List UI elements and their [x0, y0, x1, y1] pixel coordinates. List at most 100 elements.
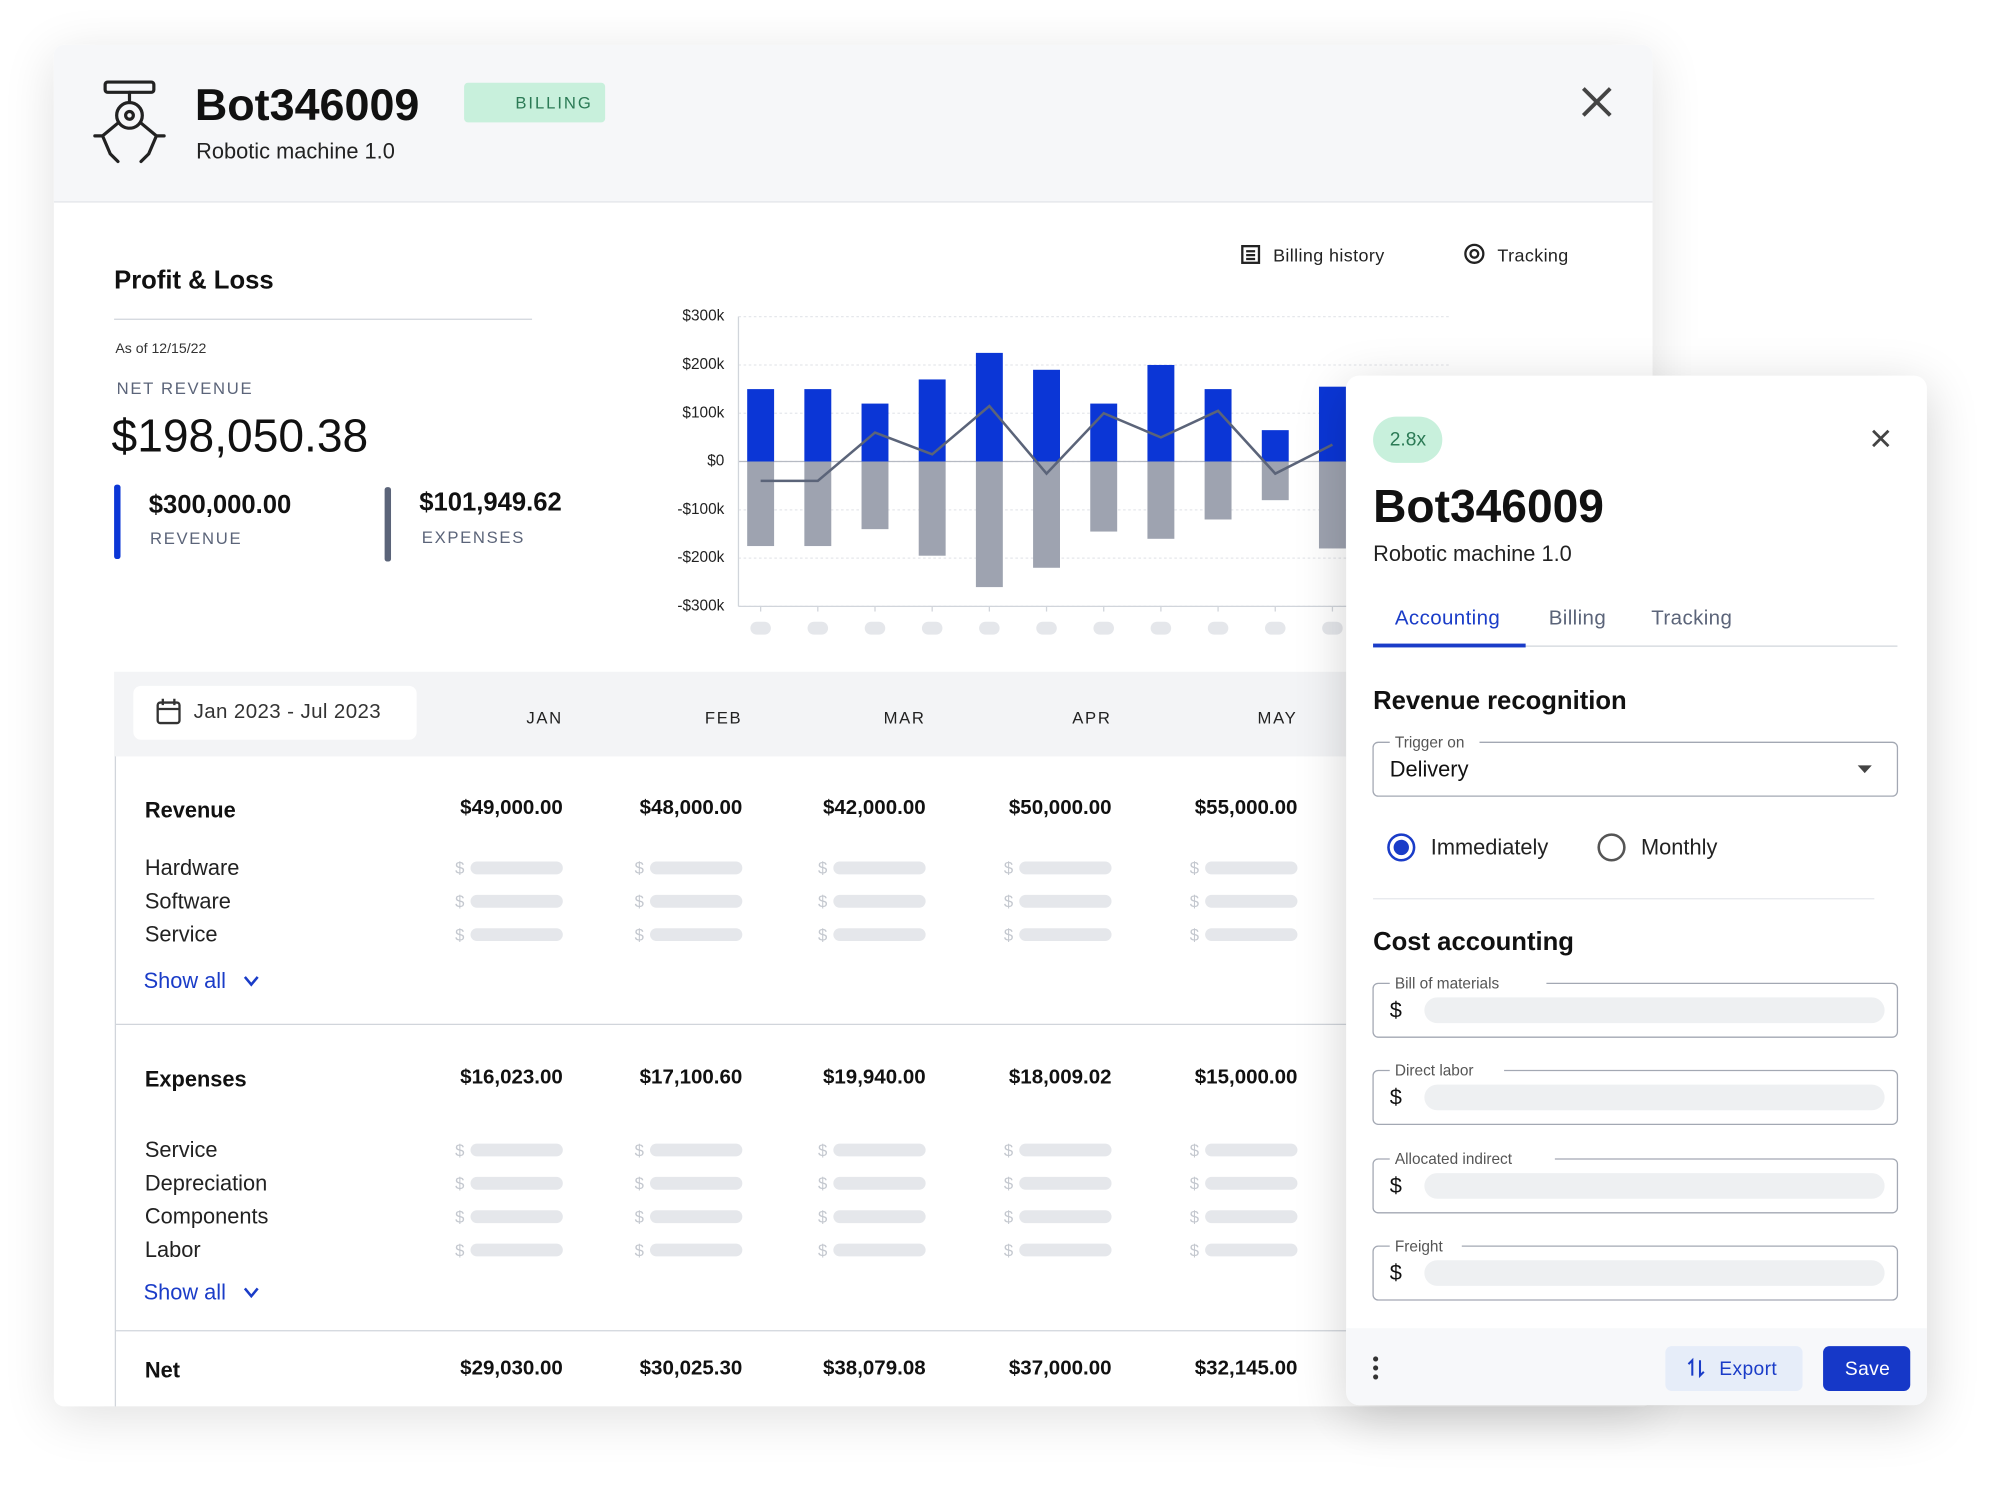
x-tick-placeholder	[864, 621, 886, 635]
tab[interactable]: Accounting	[1394, 607, 1501, 630]
placeholder-bar	[470, 1176, 563, 1190]
placeholder-currency: $	[817, 858, 828, 878]
x-tick-placeholder	[1150, 621, 1172, 635]
placeholder-bar	[833, 1210, 926, 1224]
y-tick-label: $100k	[682, 404, 724, 421]
bar	[1147, 364, 1175, 462]
row-header: Revenue	[144, 798, 236, 823]
label-gap	[1389, 1239, 1462, 1253]
placeholder-bar	[833, 1143, 926, 1157]
date-range[interactable]: Jan 2023 - Jul 2023	[193, 701, 382, 724]
expenses: $101,949.62	[419, 488, 562, 517]
select-box[interactable]	[1372, 741, 1899, 797]
placeholder-bar	[833, 894, 926, 908]
bar	[1033, 461, 1060, 568]
placeholder-currency: $	[817, 1240, 828, 1260]
label: REVENUE	[149, 528, 243, 549]
x-tick-placeholder	[1093, 621, 1114, 635]
placeholder-bar	[1205, 928, 1298, 942]
action-link[interactable]: Tracking	[1497, 244, 1569, 266]
more-icon[interactable]	[1373, 1356, 1379, 1380]
placeholder-currency: $	[455, 891, 465, 911]
placeholder-currency: $	[1003, 858, 1014, 878]
label-gap	[1389, 1152, 1555, 1166]
bar	[1318, 461, 1346, 549]
panel-subtitle: Robotic machine 1.0	[1373, 541, 1572, 567]
chevron[interactable]	[243, 976, 259, 987]
tab[interactable]: Tracking	[1651, 607, 1733, 630]
placeholder-bar	[833, 928, 926, 942]
tab[interactable]: Billing	[1548, 607, 1607, 630]
placeholder-bar	[1019, 1243, 1112, 1257]
section-title: Revenue recognition	[1373, 687, 1627, 716]
placeholder-currency: $	[817, 1140, 828, 1160]
field-label: Trigger on	[1394, 733, 1465, 752]
label: NET REVENUE	[116, 378, 254, 399]
placeholder-bar	[470, 861, 563, 875]
action-link[interactable]: Billing history	[1273, 244, 1385, 266]
show-all[interactable]: Show all	[143, 968, 226, 993]
field-currency: $	[1389, 1085, 1402, 1110]
placeholder-currency: $	[634, 1240, 644, 1260]
save-label[interactable]: Save	[1844, 1358, 1891, 1381]
x-tick-placeholder	[921, 621, 943, 635]
column-header: JAN	[526, 708, 563, 728]
placeholder-bar	[1205, 1176, 1298, 1190]
row-total: $19,940.00	[822, 1066, 926, 1089]
bar	[1090, 461, 1118, 532]
select-value: Delivery	[1389, 757, 1469, 782]
net-revenue: $198,050.38	[111, 408, 369, 462]
placeholder-currency: $	[634, 924, 644, 945]
row-item: Depreciation	[144, 1171, 268, 1196]
placeholder-currency: $	[1003, 924, 1014, 945]
placeholder-currency: $	[817, 1207, 828, 1227]
row-item: Service	[144, 1137, 218, 1163]
x-tick-placeholder	[1207, 621, 1229, 635]
radio-selected[interactable]	[1387, 833, 1416, 862]
save-button[interactable]	[1823, 1346, 1911, 1392]
placeholder-currency: $	[634, 1173, 644, 1193]
placeholder-bar	[833, 1176, 926, 1190]
x-tick-placeholder	[750, 621, 771, 635]
radio-label[interactable]: Monthly	[1641, 835, 1718, 860]
date-pill[interactable]	[133, 685, 417, 740]
badge: BILLING	[464, 82, 606, 123]
placeholder-bar	[649, 861, 743, 875]
placeholder-bar	[1205, 1143, 1298, 1157]
placeholder-currency: $	[1189, 1207, 1200, 1227]
row-total: $15,000.00	[1194, 1066, 1298, 1089]
placeholder-currency: $	[1003, 1173, 1014, 1193]
field-label: Allocated indirect	[1394, 1149, 1513, 1168]
y-tick-label: -$100k	[677, 501, 724, 518]
y-tick-label: -$200k	[677, 549, 724, 566]
close-icon[interactable]	[1581, 87, 1612, 117]
chevron[interactable]	[243, 1287, 259, 1299]
bar	[804, 461, 832, 547]
show-all[interactable]: Show all	[143, 1280, 226, 1305]
label-gap	[1389, 976, 1547, 990]
row-header: Net	[144, 1358, 181, 1383]
radio-label[interactable]: Immediately	[1430, 835, 1549, 860]
placeholder-bar	[1205, 1210, 1298, 1224]
placeholder-bar	[470, 894, 563, 908]
export-button[interactable]	[1665, 1346, 1803, 1392]
title: Bot346009	[194, 80, 420, 131]
radio[interactable]	[1597, 833, 1626, 862]
row-total: $48,000.00	[639, 797, 743, 820]
row-total: $38,079.08	[822, 1357, 926, 1380]
row-item: Labor	[144, 1237, 201, 1263]
placeholder-currency: $	[1189, 891, 1200, 911]
placeholder-bar	[1205, 1243, 1298, 1257]
placeholder-currency: $	[1189, 1173, 1200, 1193]
placeholder-currency: $	[1003, 1207, 1014, 1227]
label: EXPENSES	[421, 527, 525, 547]
subtitle: Robotic machine 1.0	[196, 139, 395, 164]
close-icon[interactable]	[1872, 429, 1890, 448]
export-label[interactable]: Export	[1719, 1358, 1778, 1381]
export-icon	[1687, 1357, 1705, 1379]
y-tick-label: $0	[707, 453, 724, 470]
placeholder-currency: $	[1189, 1140, 1200, 1160]
